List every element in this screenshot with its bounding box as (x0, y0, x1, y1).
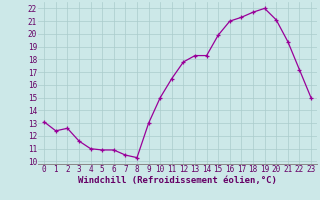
X-axis label: Windchill (Refroidissement éolien,°C): Windchill (Refroidissement éolien,°C) (78, 176, 277, 185)
